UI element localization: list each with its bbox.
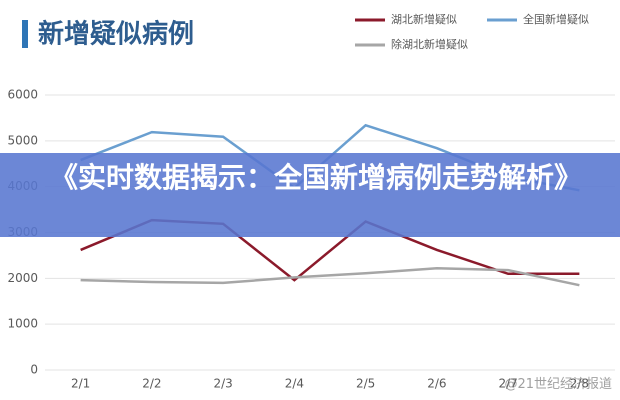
x-tick-label: 2/4 bbox=[285, 377, 304, 391]
x-tick-label: 2/1 bbox=[71, 377, 90, 391]
chart-title: 新增疑似病例 bbox=[38, 19, 194, 50]
x-tick-label: 2/7 bbox=[498, 377, 517, 391]
legend-label: 湖北新增疑似 bbox=[391, 12, 457, 26]
y-tick-label: 0 bbox=[30, 363, 38, 377]
x-tick-label: 2/2 bbox=[142, 377, 161, 391]
series-line bbox=[80, 266, 580, 287]
y-tick-label: 6000 bbox=[7, 88, 38, 102]
x-tick-label: 2/8 bbox=[570, 377, 589, 391]
y-tick-label: 1000 bbox=[7, 317, 38, 331]
y-tick-label: 2000 bbox=[7, 271, 38, 285]
watermark: @21世纪经济报道 bbox=[504, 377, 612, 392]
banner-text: 《实时数据揭示：全国新增病例走势解析》 bbox=[50, 161, 583, 194]
title-accent bbox=[22, 20, 28, 48]
legend-label: 除湖北新增疑似 bbox=[391, 37, 468, 51]
x-tick-label: 2/6 bbox=[427, 377, 446, 391]
x-tick-label: 2/5 bbox=[356, 377, 375, 391]
banner: 《实时数据揭示：全国新增病例走势解析》 bbox=[0, 153, 620, 237]
x-tick-label: 2/3 bbox=[213, 377, 232, 391]
y-tick-label: 5000 bbox=[7, 133, 38, 147]
legend-label: 全国新增疑似 bbox=[523, 12, 589, 26]
